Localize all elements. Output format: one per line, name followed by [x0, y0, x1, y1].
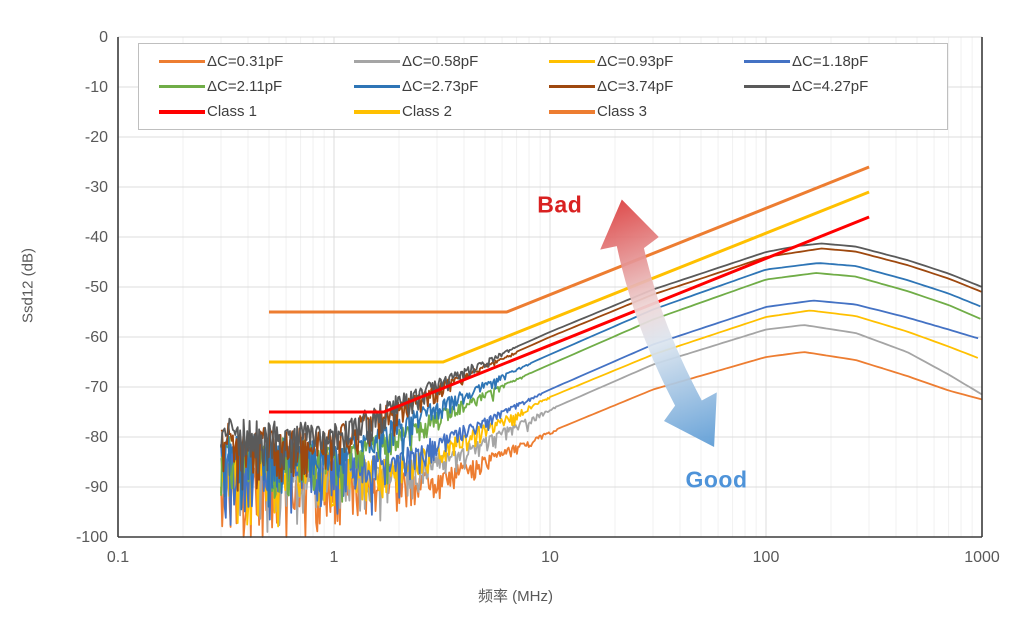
legend-swatch: [354, 109, 400, 114]
series-ΔC=3.74pF: [220, 247, 982, 492]
y-tick-label: -90: [85, 479, 108, 496]
legend-label: Class 2: [402, 103, 453, 120]
y-tick-label: -50: [85, 279, 108, 296]
legend: ΔC=0.31pF ΔC=0.58pF ΔC=0.93pF ΔC=1.18pF ΔC=2…: [138, 43, 948, 130]
legend-label: Class 3: [597, 103, 648, 120]
x-tick-label: 1000: [964, 549, 1000, 566]
x-tick-label: 10: [541, 549, 559, 566]
x-tick-label: 100: [753, 549, 780, 566]
y-tick-label: -40: [85, 229, 108, 246]
x-tick-labels: 0.1 1 10 100 1000: [107, 549, 1000, 566]
legend-swatch: [549, 60, 595, 63]
legend-swatch: [354, 85, 400, 88]
y-tick-label: -20: [85, 129, 108, 146]
legend-item: ΔC=2.11pF: [159, 78, 354, 95]
x-tick-label: 1: [330, 549, 339, 566]
y-tick-label: 0: [99, 29, 108, 46]
legend-label: ΔC=0.93pF: [597, 53, 674, 70]
axis-spines: [117, 37, 983, 538]
y-tick-label: -100: [76, 529, 108, 546]
class-limit-lines: [269, 165, 870, 414]
y-tick-labels: 0 -10 -20 -30 -40 -50 -60 -70 -80 -90 -100: [76, 29, 108, 546]
y-tick-label: -80: [85, 429, 108, 446]
measurement-curves: [220, 242, 983, 538]
legend-label: ΔC=2.73pF: [402, 78, 479, 95]
legend-item: Class 3: [549, 103, 744, 120]
legend-swatch: [159, 109, 205, 114]
legend-item: Class 1: [159, 103, 354, 120]
legend-swatch: [744, 85, 790, 88]
legend-label: Class 1: [207, 103, 258, 120]
legend-item: ΔC=4.27pF: [744, 78, 939, 95]
legend-item: ΔC=3.74pF: [549, 78, 744, 95]
series-ΔC=0.58pF: [220, 324, 983, 533]
annotation-bad: Bad: [537, 191, 583, 217]
limit-Class 1: [269, 215, 870, 414]
y-axis-title: Ssd12 (dB): [19, 247, 37, 324]
legend-swatch: [744, 60, 790, 63]
legend-swatch: [354, 60, 400, 63]
legend-swatch: [159, 60, 205, 63]
y-tick-label: -70: [85, 379, 108, 396]
x-axis-title: 频率 (MHz): [478, 588, 553, 605]
legend-item: ΔC=2.73pF: [354, 78, 549, 95]
annotation-good: Good: [685, 466, 748, 492]
legend-swatch: [549, 85, 595, 88]
legend-item: ΔC=0.93pF: [549, 53, 744, 70]
legend-label: ΔC=0.58pF: [402, 53, 479, 70]
legend-swatch: [159, 85, 205, 88]
legend-label: ΔC=2.11pF: [207, 78, 283, 95]
x-tick-label: 0.1: [107, 549, 129, 566]
legend-item: ΔC=1.18pF: [744, 53, 939, 70]
legend-item: ΔC=0.58pF: [354, 53, 549, 70]
y-tick-label: -30: [85, 179, 108, 196]
bad-good-gradient-arrow: [600, 199, 717, 447]
legend-swatch: [549, 109, 595, 114]
legend-label: ΔC=4.27pF: [792, 78, 869, 95]
legend-item: Class 2: [354, 103, 549, 120]
limit-Class 3: [269, 165, 870, 314]
legend-label: ΔC=0.31pF: [207, 53, 284, 70]
y-tick-label: -10: [85, 79, 108, 96]
legend-label: ΔC=1.18pF: [792, 53, 869, 70]
limit-Class 2: [269, 190, 870, 364]
legend-item: ΔC=0.31pF: [159, 53, 354, 70]
y-tick-label: -60: [85, 329, 108, 346]
legend-label: ΔC=3.74pF: [597, 78, 674, 95]
